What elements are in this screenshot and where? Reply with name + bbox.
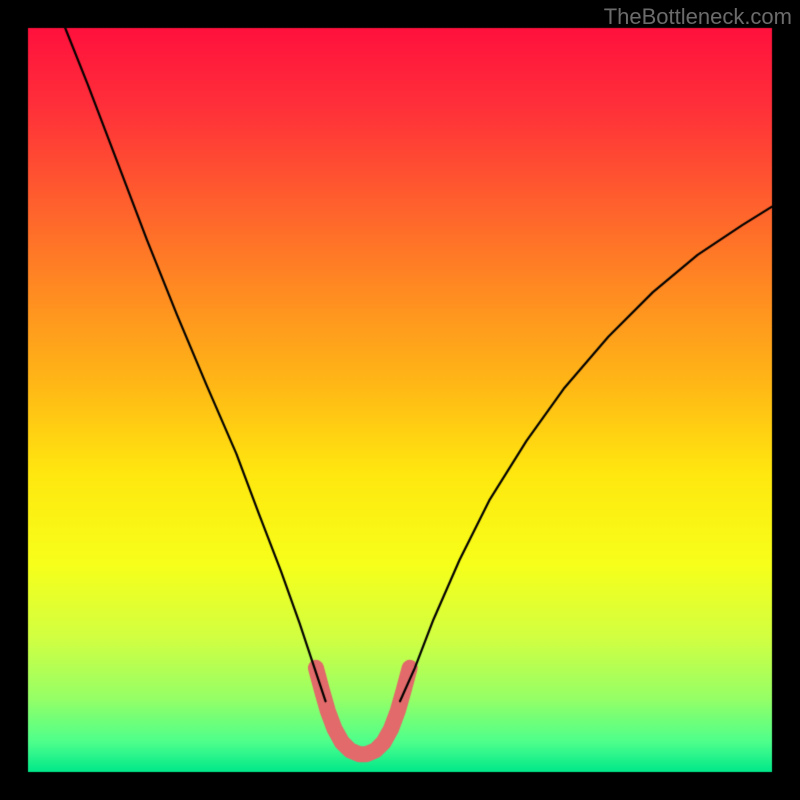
chart-container: TheBottleneck.com bbox=[0, 0, 800, 800]
bottleneck-curve-chart bbox=[0, 0, 800, 800]
watermark-text: TheBottleneck.com bbox=[604, 4, 792, 30]
